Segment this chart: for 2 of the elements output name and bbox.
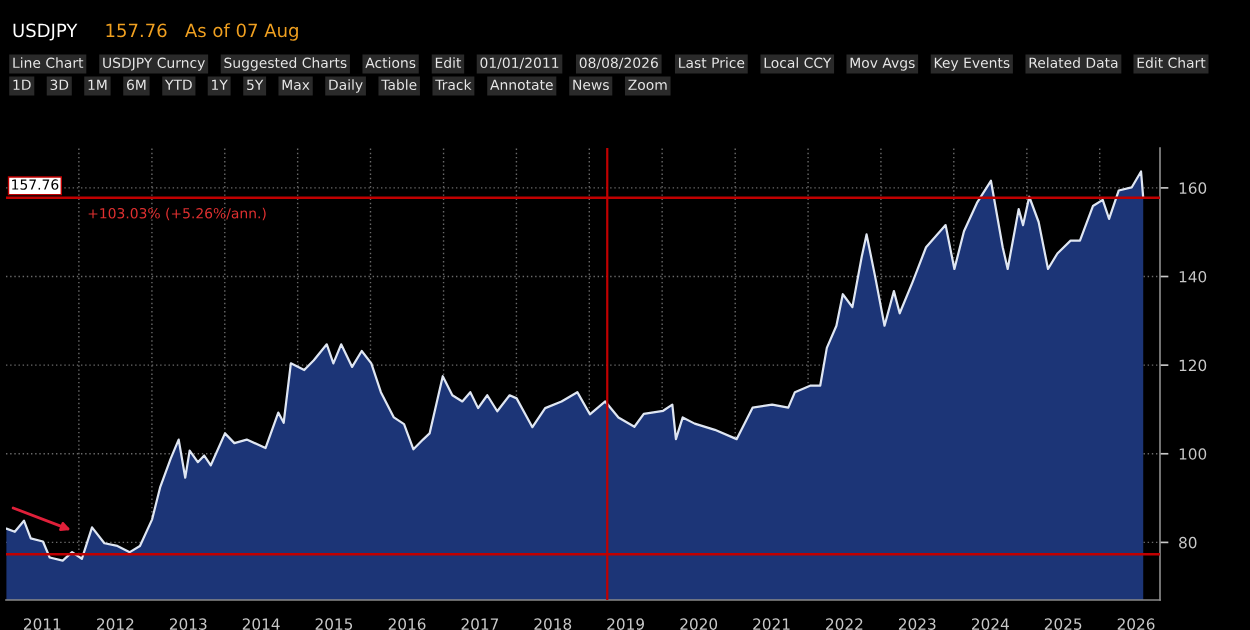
chart-title: USDJPY [13,23,78,41]
chart-subtitle: 157.76 As of 07 Aug [106,23,298,41]
